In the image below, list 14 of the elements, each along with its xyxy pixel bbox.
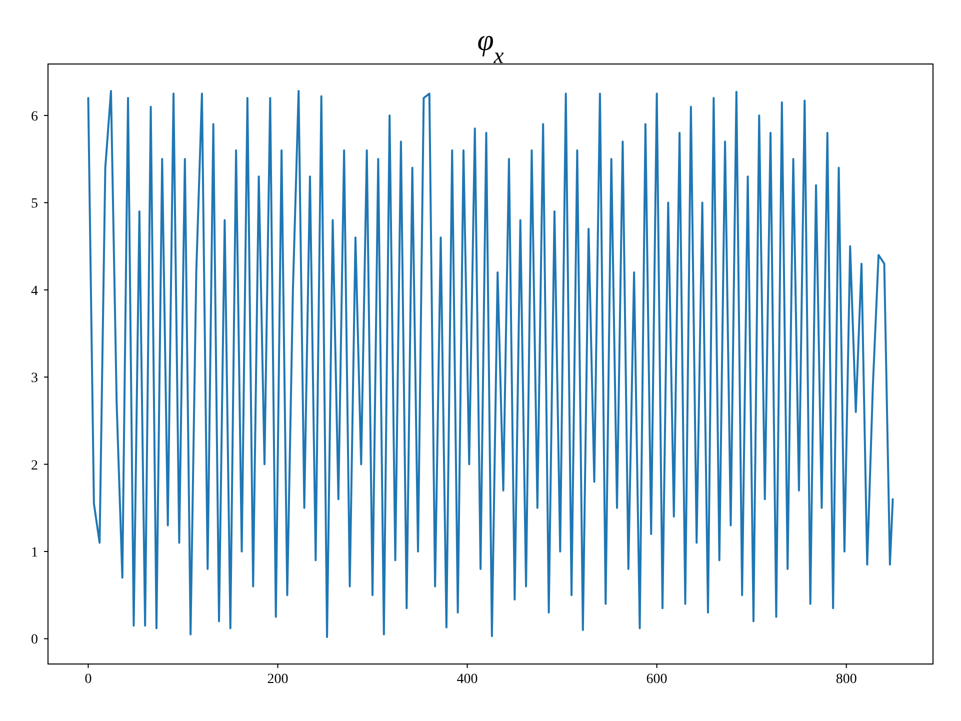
x-tick-label: 400 xyxy=(456,672,478,687)
x-tick-label: 200 xyxy=(267,672,288,687)
y-tick-label: 2 xyxy=(31,458,38,474)
chart-title: φ$_{x}$ xyxy=(477,24,504,68)
y-tick-label: 0 xyxy=(31,632,38,648)
line-series xyxy=(87,90,894,638)
x-tick-label: 0 xyxy=(84,672,92,687)
y-tick-label: 5 xyxy=(31,196,38,212)
y-tick-label: 1 xyxy=(31,546,38,560)
x-tick-label: 800 xyxy=(836,672,857,687)
y-tick-label: 4 xyxy=(31,284,38,299)
x-tick-label: 600 xyxy=(646,672,668,687)
y-tick-label: 6 xyxy=(31,109,38,124)
y-tick-label: 3 xyxy=(31,371,38,386)
